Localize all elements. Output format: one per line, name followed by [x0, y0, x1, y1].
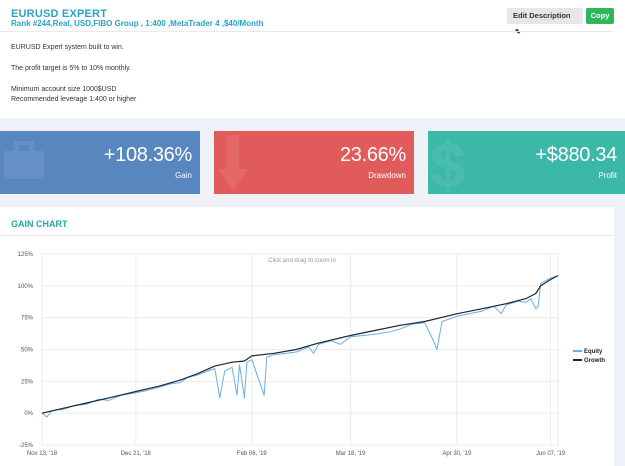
x-tick-label: Mar 18, '19: [336, 451, 366, 457]
y-tick-label: 0%: [24, 411, 33, 417]
system-title: EURUSD EXPERT: [11, 8, 108, 20]
gain-label: Gain: [175, 171, 192, 180]
x-tick-label: Apr 30, '19: [442, 451, 471, 457]
svg-text:$: $: [430, 131, 466, 194]
description-line: EURUSD Expert system built to win.: [11, 44, 124, 51]
y-tick-label: 50%: [21, 348, 34, 354]
profit-card: $ +$880.34 Profit: [428, 131, 625, 194]
system-subtitle: Rank #244,Real, USD,FIBO Group , 1:400 ,…: [11, 19, 264, 28]
profit-value: +$880.34: [535, 144, 617, 166]
drawdown-value: 23.66%: [339, 144, 406, 166]
gain-chart[interactable]: 125% 100% 75% 50% 25% 0% -25% Nov 13, '18 Dec 21…: [0, 207, 614, 466]
dollar-icon: $: [430, 131, 466, 194]
series-line-growth: [41, 275, 559, 414]
gain-value: +108.36%: [103, 144, 193, 166]
y-tick-label: 125%: [18, 252, 34, 258]
legend-marker: [573, 359, 582, 362]
legend-label: Growth: [584, 358, 605, 364]
edit-icon: ✎: [515, 29, 521, 36]
legend-item-growth[interactable]: Growth: [573, 358, 605, 367]
x-tick-label: Dec 21, '18: [121, 451, 152, 457]
description-line: The profit target is 5% to 10% monthly.: [11, 65, 132, 72]
gain-card: +108.36% Gain: [0, 131, 200, 194]
chart-section-title: GAIN CHART: [11, 219, 68, 229]
gain-chart-panel: GAIN CHART 125% 100% 75% 50% 25% 0% -25% Nov 13…: [0, 207, 614, 466]
edit-description-label: Edit Description: [513, 11, 571, 20]
series-line-equity: [41, 275, 559, 418]
header-divider: [0, 31, 614, 32]
legend-marker: [573, 350, 582, 353]
briefcase-icon: [4, 141, 44, 179]
chart-legend: Equity Growth: [573, 349, 605, 367]
profit-label: Profit: [598, 171, 617, 180]
y-tick-label: 75%: [21, 316, 34, 322]
drawdown-card: 23.66% Drawdown: [214, 131, 414, 194]
system-header: EURUSD EXPERT Rank #244,Real, USD,FIBO G…: [0, 0, 625, 118]
x-tick-label: Nov 13, '18: [27, 451, 58, 457]
chart-divider: [0, 235, 614, 236]
y-tick-label: 25%: [21, 379, 34, 385]
arrow-down-icon: [218, 135, 248, 191]
drawdown-label: Drawdown: [368, 171, 406, 180]
description-line: Minimum account size 1000$USD: [11, 86, 117, 93]
y-tick-label: -25%: [19, 443, 34, 449]
zoom-hint: Click and drag to zoom in: [268, 258, 336, 264]
x-tick-label: Jun 07, '19: [536, 451, 566, 457]
x-tick-label: Feb 06, '19: [237, 451, 267, 457]
description-line: Recommended leverage 1:400 or higher: [11, 96, 137, 103]
legend-item-equity[interactable]: Equity: [573, 349, 605, 358]
legend-label: Equity: [584, 349, 603, 355]
copy-button[interactable]: Copy: [586, 8, 614, 24]
edit-description-button[interactable]: Edit Description ✎: [507, 8, 583, 36]
y-tick-label: 100%: [18, 284, 34, 290]
